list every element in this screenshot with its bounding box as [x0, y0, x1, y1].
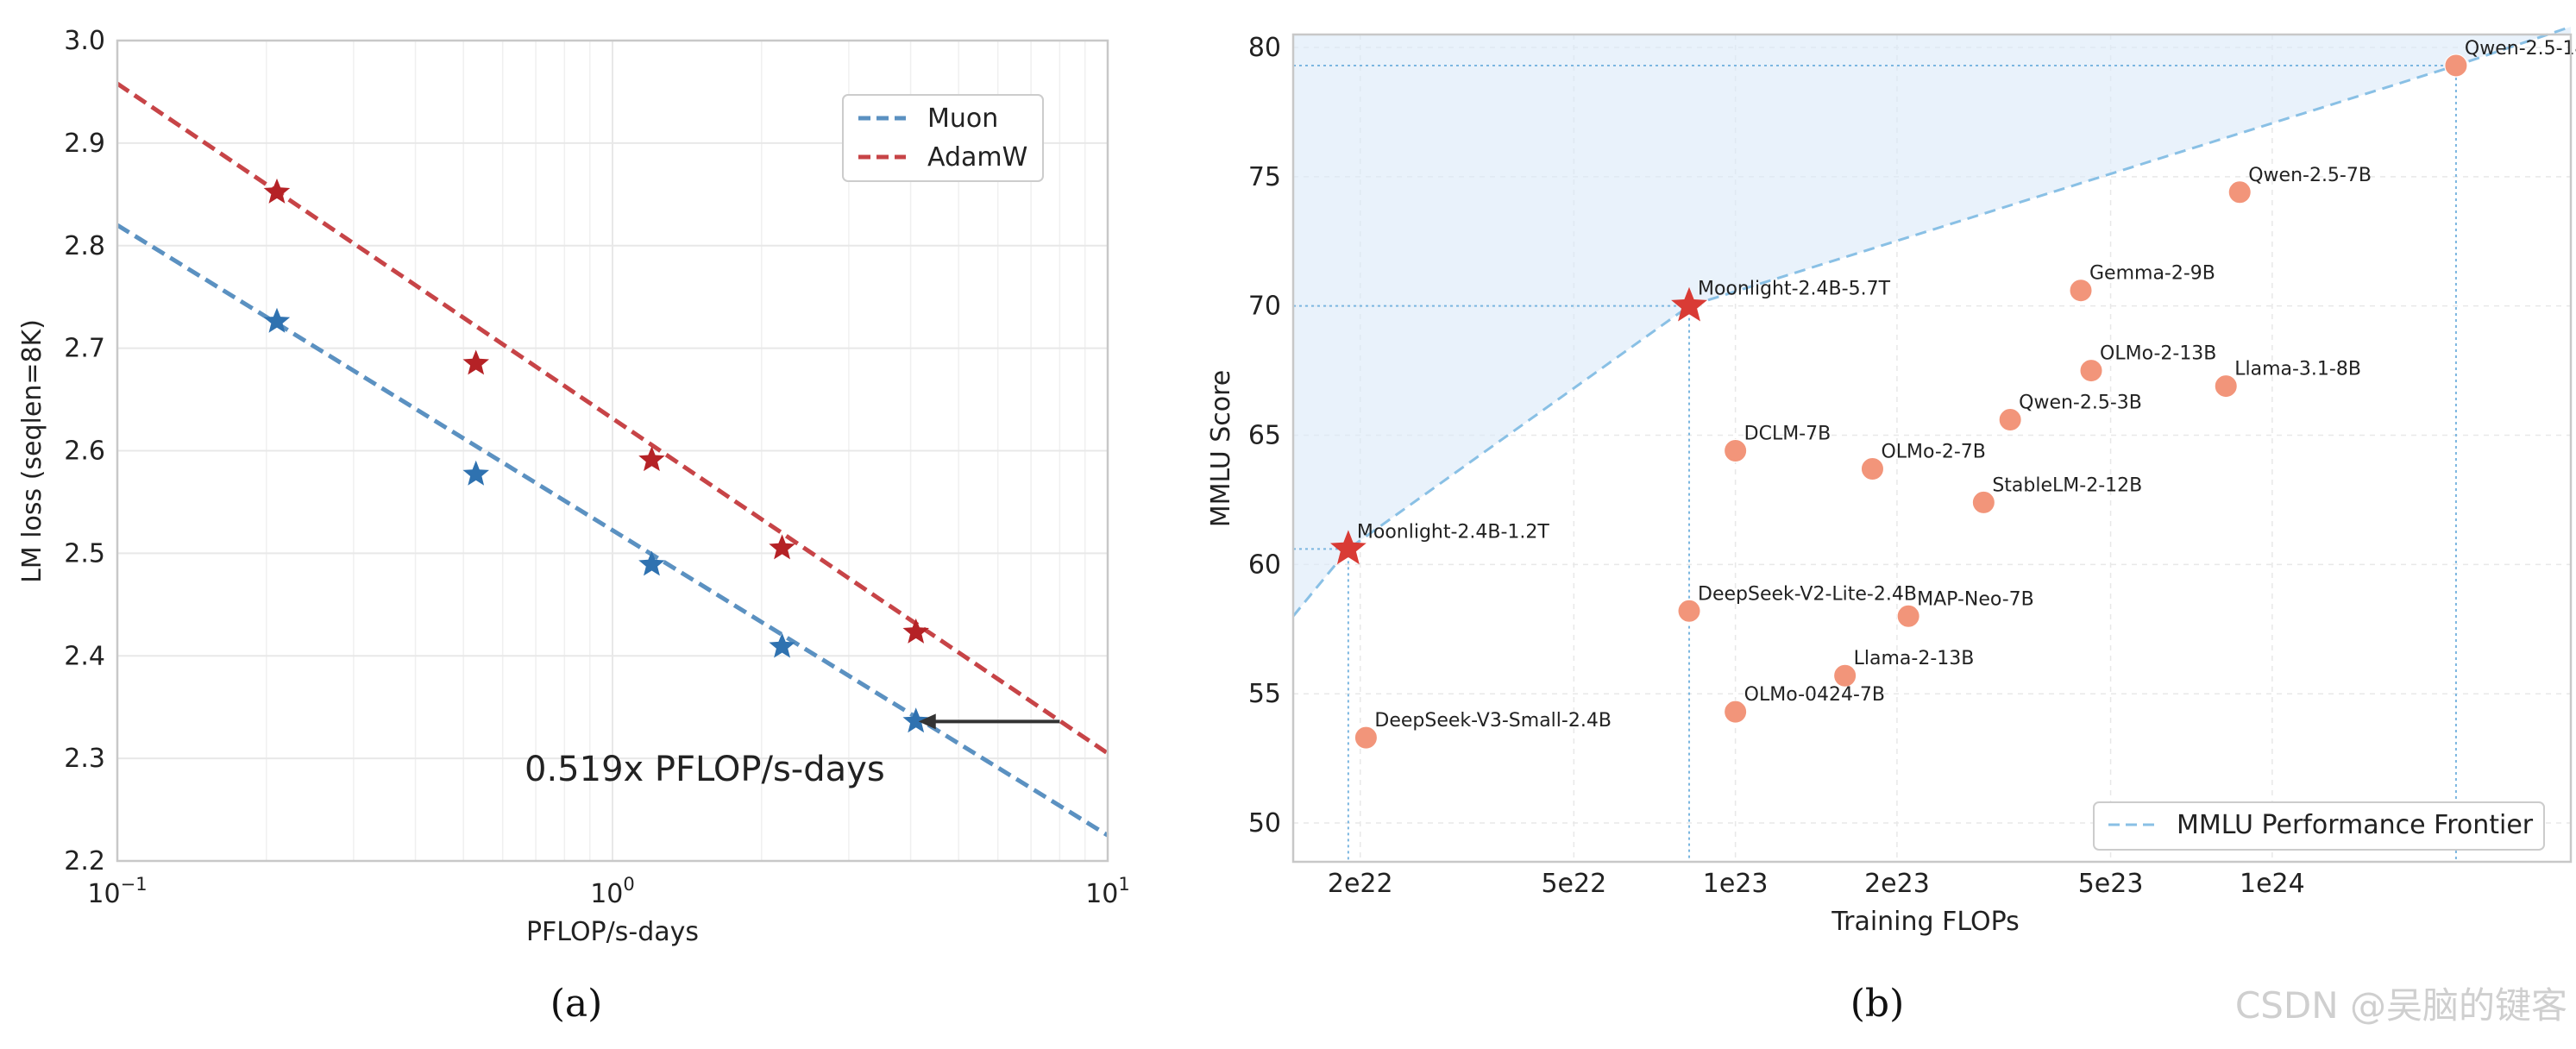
circle-marker-qwen-2-5-3b: [1998, 408, 2022, 432]
model-label-deepseek-v3-small-2-4b: DeepSeek-V3-Small-2.4B: [1374, 710, 1612, 732]
panel-a-x-axis-label: PFLOP/s-days: [526, 917, 699, 947]
x-tick-label: 5e23: [2078, 869, 2144, 899]
model-label-llama-2-13b: Llama-2-13B: [1854, 648, 1975, 669]
legend-label-muon: Muon: [927, 104, 998, 134]
star-marker-muon: [902, 707, 929, 733]
model-label-moonlight-2-4b-1-2t: Moonlight-2.4B-1.2T: [1357, 521, 1550, 543]
y-tick-label: 2.4: [64, 641, 105, 671]
circle-marker-map-neo-7b: [1896, 604, 1920, 628]
star-marker-moonlight-2-4b-5-7t: [1671, 286, 1707, 322]
star-marker-adamw: [902, 618, 929, 644]
model-label-olmo-2-13b: OLMo-2-13B: [2100, 343, 2216, 365]
circle-marker-gemma-2-9b: [2069, 279, 2093, 303]
model-label-map-neo-7b: MAP-Neo-7B: [1917, 588, 2034, 610]
star-marker-adamw: [769, 534, 795, 560]
model-label-olmo-0424-7b: OLMo-0424-7B: [1744, 684, 1885, 706]
x-tick-label: 1e23: [1703, 869, 1769, 899]
star-marker-muon: [769, 632, 795, 658]
model-label-stablelm-2-12b: StableLM-2-12B: [1992, 474, 2142, 496]
panel-b-model-labels: DeepSeek-V3-Small-2.4B OLMo-0424-7B Llama-…: [1357, 38, 2576, 732]
panel-b-axes-frame: [1291, 33, 2573, 864]
model-label-qwen-2-5-3b: Qwen-2.5-3B: [2019, 393, 2142, 414]
x-tick-label: 100: [590, 874, 635, 909]
frontier-line: [1291, 25, 2572, 618]
star-marker-adamw: [638, 446, 665, 472]
y-tick-label: 60: [1248, 550, 1281, 580]
y-tick-label: 2.8: [64, 231, 105, 261]
x-tick-label: 10−1: [87, 874, 147, 909]
model-label-gemma-2-9b: Gemma-2-9B: [2089, 263, 2215, 285]
panel-a-caption: (a): [550, 982, 603, 1026]
annotation-text: 0.519x PFLOP/s-days: [525, 750, 885, 789]
panel-a-y-tick-labels: 2.2 2.3 2.4 2.5 2.6 2.7 2.8 2.9 3.0: [64, 26, 105, 876]
star-marker-moonlight-2-4b-1-2t: [1330, 530, 1367, 565]
panel-b-x-tick-labels: 2e22 5e22 1e23 2e23 5e23 1e24: [1328, 869, 2305, 899]
panel-b-chart: DeepSeek-V3-Small-2.4B OLMo-0424-7B Llama-…: [1206, 25, 2576, 1026]
x-tick-label: 1e24: [2240, 869, 2305, 899]
model-label-qwen-2-5-14b: Qwen-2.5-14B: [2465, 38, 2576, 60]
x-tick-label: 2e22: [1328, 869, 1393, 899]
y-tick-label: 80: [1248, 33, 1281, 63]
circle-marker-olmo-2-7b: [1860, 456, 1884, 481]
panel-a-data-points: [263, 178, 929, 733]
panel-b-x-axis-label: Training FLOPs: [1831, 907, 2020, 937]
x-tick-label: 2e23: [1864, 869, 1930, 899]
circle-marker-olmo-0424-7b: [1724, 700, 1748, 724]
model-label-olmo-2-7b: OLMo-2-7B: [1881, 441, 1985, 462]
circle-marker-deepseek-v2-lite-2-4b: [1677, 599, 1701, 623]
frontier-shaded-region: [1293, 27, 2571, 617]
circle-marker-deepseek-v3-small-2-4b: [1354, 726, 1378, 750]
y-tick-label: 2.5: [64, 538, 105, 568]
y-tick-label: 2.6: [64, 437, 105, 467]
star-marker-adamw: [263, 178, 291, 204]
y-tick-label: 2.9: [64, 129, 105, 159]
star-marker-adamw: [462, 349, 489, 375]
panel-a-axes-frame: [116, 39, 1109, 863]
watermark: CSDN @吴脑的键客: [2235, 984, 2567, 1027]
y-tick-label: 3.0: [64, 26, 105, 56]
panel-b-y-tick-labels: 50 55 60 65 70 75 80: [1248, 33, 1281, 839]
legend-box: [842, 94, 1044, 182]
panel-b-legend: MMLU Performance Frontier: [2093, 801, 2545, 851]
circle-marker-dclm-7b: [1724, 438, 1748, 462]
y-tick-label: 2.7: [64, 334, 105, 364]
circle-marker-llama-2-13b: [1833, 663, 1857, 688]
panel-a-chart: 2.2 2.3 2.4 2.5 2.6 2.7 2.8 2.9 3.0 10−1 100 101 P…: [17, 26, 1130, 1026]
annotation-arrow-head: [918, 713, 936, 730]
panel-b-caption: (b): [1850, 982, 1905, 1026]
circle-marker-qwen-2-5-7b: [2227, 180, 2252, 204]
panel-b-y-axis-label: MMLU Score: [1206, 370, 1236, 528]
panel-a-x-tick-labels: 10−1 100 101: [87, 874, 1129, 909]
panel-b-model-points: [1330, 53, 2468, 750]
circle-marker-olmo-2-13b: [2079, 359, 2103, 383]
circle-marker-qwen-2-5-14b: [2444, 53, 2468, 78]
y-tick-label: 65: [1248, 421, 1281, 451]
model-label-deepseek-v2-lite-2-4b: DeepSeek-V2-Lite-2.4B: [1698, 583, 1917, 605]
y-tick-label: 2.3: [64, 744, 105, 774]
star-marker-muon: [263, 307, 291, 333]
y-tick-label: 70: [1248, 292, 1281, 322]
legend-label-frontier: MMLU Performance Frontier: [2177, 810, 2534, 840]
circle-marker-stablelm-2-12b: [1971, 490, 1995, 514]
y-tick-label: 55: [1248, 679, 1281, 709]
model-label-llama-3-1-8b: Llama-3.1-8B: [2234, 359, 2361, 380]
panel-b-guide-lines: [1293, 64, 2457, 862]
legend-box: [2093, 801, 2545, 851]
y-tick-label: 50: [1248, 808, 1281, 839]
circle-marker-llama-3-1-8b: [2214, 374, 2238, 399]
model-label-moonlight-2-4b-5-7t: Moonlight-2.4B-5.7T: [1698, 279, 1891, 300]
star-marker-muon: [462, 460, 489, 486]
panel-a-annotation: 0.519x PFLOP/s-days: [525, 713, 1060, 789]
panel-a-legend: Muon AdamW: [842, 94, 1044, 182]
y-tick-label: 75: [1248, 162, 1281, 192]
y-tick-label: 2.2: [64, 846, 105, 876]
panel-a-y-axis-label: LM loss (seqlen=8K): [17, 319, 47, 583]
star-marker-muon: [638, 550, 665, 576]
x-tick-label: 5e22: [1541, 869, 1606, 899]
model-label-dclm-7b: DCLM-7B: [1744, 423, 1831, 444]
x-tick-label: 101: [1085, 874, 1130, 909]
model-label-qwen-2-5-7b: Qwen-2.5-7B: [2248, 165, 2372, 186]
legend-label-adamw: AdamW: [927, 142, 1027, 173]
